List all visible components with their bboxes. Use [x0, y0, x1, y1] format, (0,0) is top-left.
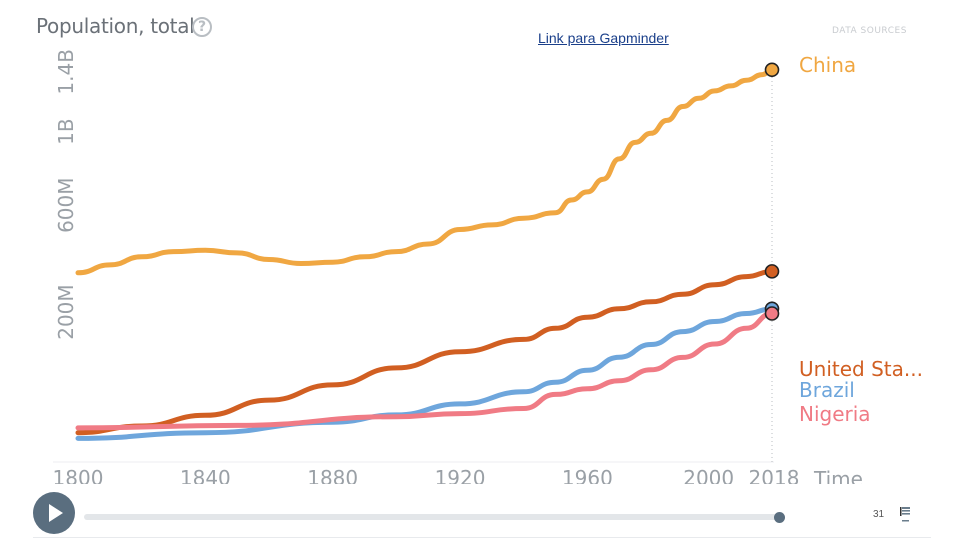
series-line-nigeria	[75, 311, 775, 431]
series-label-nigeria[interactable]: Nigeria	[799, 402, 871, 426]
chart-title: Population, total	[36, 14, 195, 38]
timeline-slider-track[interactable]	[84, 514, 780, 520]
y-tick-label: 1B	[54, 118, 78, 144]
series-end-marker-china[interactable]	[764, 62, 780, 78]
x-tick-label: 1920	[435, 466, 486, 484]
x-axis-title[interactable]: Time	[813, 467, 863, 484]
series-label-china[interactable]: China	[799, 53, 856, 77]
y-tick-label: 600M	[54, 177, 78, 232]
x-tick-label: 1880	[307, 466, 358, 484]
x-tick-label: 1800	[53, 466, 104, 484]
series-end-markers[interactable]	[764, 62, 780, 321]
series-label-united-states[interactable]: United Sta...	[799, 357, 923, 381]
x-axis: 1800 1840 1880 1920 1960 2000 2018	[53, 466, 800, 484]
x-tick-label: 2018	[749, 466, 800, 484]
series-line-china	[75, 67, 775, 276]
population-chart: 200M 600M 1B 1.4B 1800 1840 1880 1920 1960 2000 2…	[53, 49, 923, 484]
flag-icon[interactable]	[899, 506, 911, 524]
play-button[interactable]	[33, 492, 75, 534]
timeline-player: 31	[0, 484, 960, 540]
timeline-slider-handle[interactable]	[774, 512, 785, 523]
series-end-marker-united-states[interactable]	[764, 264, 780, 279]
x-tick-label: 2000	[683, 466, 734, 484]
x-tick-label: 1960	[562, 466, 613, 484]
series-lines	[75, 67, 775, 441]
x-tick-label: 1840	[180, 466, 231, 484]
help-icon[interactable]: ?	[192, 17, 212, 37]
gapminder-link[interactable]: Link para Gapminder	[538, 30, 669, 46]
footer-divider	[33, 537, 931, 538]
series-end-marker-nigeria[interactable]	[764, 306, 780, 321]
series-line-united-states	[75, 268, 775, 436]
data-sources-link[interactable]: DATA SOURCES	[832, 26, 907, 36]
series-label-brazil[interactable]: Brazil	[799, 378, 855, 402]
y-tick-label: 200M	[54, 284, 78, 339]
page-number: 31	[873, 509, 885, 520]
y-tick-label: 1.4B	[54, 49, 78, 95]
y-axis: 200M 600M 1B 1.4B	[54, 49, 78, 340]
